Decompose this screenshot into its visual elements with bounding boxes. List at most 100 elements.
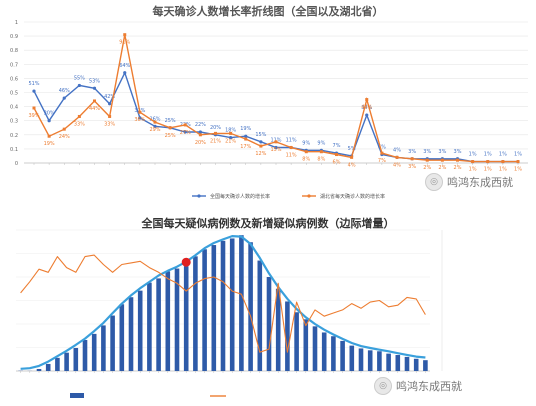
data-label: 45%: [361, 105, 372, 111]
data-label: 9%: [317, 140, 325, 146]
y-tick-label: 0.1: [10, 147, 18, 153]
bar: [266, 277, 272, 371]
data-label: 5%: [348, 146, 356, 152]
data-label: 1%: [514, 167, 522, 173]
data-label: 15%: [255, 132, 266, 138]
y-tick-label: 0: [15, 161, 18, 167]
bar: [423, 360, 428, 371]
data-label: 30%: [44, 111, 55, 117]
bar: [137, 290, 143, 371]
data-label: 1%: [469, 167, 477, 173]
data-label: 36%: [134, 117, 145, 123]
data-label: 6%: [333, 160, 341, 166]
bar: [229, 238, 235, 371]
data-label: 8%: [302, 157, 310, 163]
bar: [36, 369, 42, 371]
data-point: [153, 120, 157, 124]
watermark-text: 鸣鸿东成西就: [447, 176, 513, 189]
data-point: [259, 144, 263, 148]
data-point: [32, 89, 36, 93]
data-point: [198, 133, 202, 137]
marginal-increase-line: [20, 254, 426, 353]
data-label: 18%: [225, 128, 236, 134]
data-label: 1%: [484, 167, 492, 173]
data-point: [335, 153, 338, 157]
data-point: [380, 151, 384, 155]
data-point: [77, 114, 81, 118]
bar: [183, 266, 189, 371]
bar: [82, 339, 88, 371]
bar: [239, 235, 244, 371]
bar: [193, 256, 198, 371]
data-label: 33%: [104, 121, 115, 127]
data-label: 3%: [438, 149, 446, 155]
data-label: 3%: [408, 164, 416, 170]
bar: [55, 357, 60, 371]
data-label: 24%: [59, 134, 70, 140]
data-label: 91%: [119, 40, 130, 46]
data-label: 4%: [393, 162, 401, 168]
bar: [377, 351, 382, 371]
data-point: [395, 155, 399, 159]
data-point: [32, 106, 36, 110]
data-label: 9%: [302, 140, 310, 146]
wechat-logo-icon: ◎: [374, 377, 392, 395]
legend-swatch-bars: [70, 393, 84, 398]
data-label: 55%: [74, 75, 85, 81]
data-label: 44%: [89, 106, 100, 112]
data-label: 1%: [514, 152, 522, 158]
bar: [211, 245, 217, 371]
bar: [358, 348, 364, 371]
y-tick-label: 0.3: [10, 119, 18, 125]
data-label: 19%: [44, 141, 55, 147]
bar: [165, 271, 171, 371]
data-point: [77, 83, 81, 88]
suspected-cases-chart-panel: 全国每天疑似病例数及新增疑似病例数（边际增量） ◎ 鸣鸿东成西就: [0, 208, 536, 406]
data-point: [108, 114, 112, 118]
data-point: [183, 123, 187, 127]
data-point: [319, 150, 323, 154]
bar: [202, 249, 207, 371]
growth-rate-chart-panel: 每天确诊人数增长率折线图（全国以及湖北省） 0 0.1 0.2 0.3 0.4 0.5 0.…: [10, 5, 528, 200]
bar: [64, 352, 69, 371]
data-point: [425, 158, 429, 162]
data-label: 51%: [28, 81, 39, 87]
data-label: 20%: [210, 125, 221, 131]
data-point: [229, 131, 233, 135]
data-label: 19%: [240, 126, 251, 132]
y-tick-label: 0.9: [10, 34, 18, 40]
bar: [395, 355, 401, 371]
data-point: [259, 140, 263, 144]
data-point: [198, 130, 202, 134]
bar: [413, 358, 419, 371]
data-label: 7%: [378, 158, 386, 164]
data-point: [168, 126, 172, 130]
data-point: [138, 116, 142, 120]
wechat-logo-icon: ◎: [425, 173, 443, 191]
data-label: 46%: [59, 88, 70, 94]
data-label: 8%: [317, 157, 325, 163]
data-point: [274, 140, 278, 144]
data-label: 3%: [423, 149, 431, 155]
y-tick-label: 0.8: [10, 48, 18, 54]
bar: [257, 260, 263, 371]
data-label: 2%: [423, 165, 431, 171]
data-point: [244, 134, 248, 138]
data-point: [501, 160, 505, 164]
bar: [73, 347, 79, 371]
data-label: 53%: [89, 78, 100, 84]
data-point: [153, 124, 157, 128]
legend-label: 湖北省每天确诊人数的增长率: [320, 193, 385, 200]
data-point: [486, 160, 490, 164]
bar: [349, 345, 355, 371]
bar: [128, 297, 134, 371]
bar: [294, 312, 299, 371]
bar: [248, 242, 253, 371]
bar: [340, 340, 345, 371]
data-label: 4%: [348, 162, 356, 168]
data-point: [62, 96, 66, 100]
data-label: 27%: [180, 130, 191, 136]
data-label: 6%: [378, 145, 386, 151]
data-label: 29%: [149, 127, 160, 133]
data-label: 11%: [286, 137, 297, 143]
